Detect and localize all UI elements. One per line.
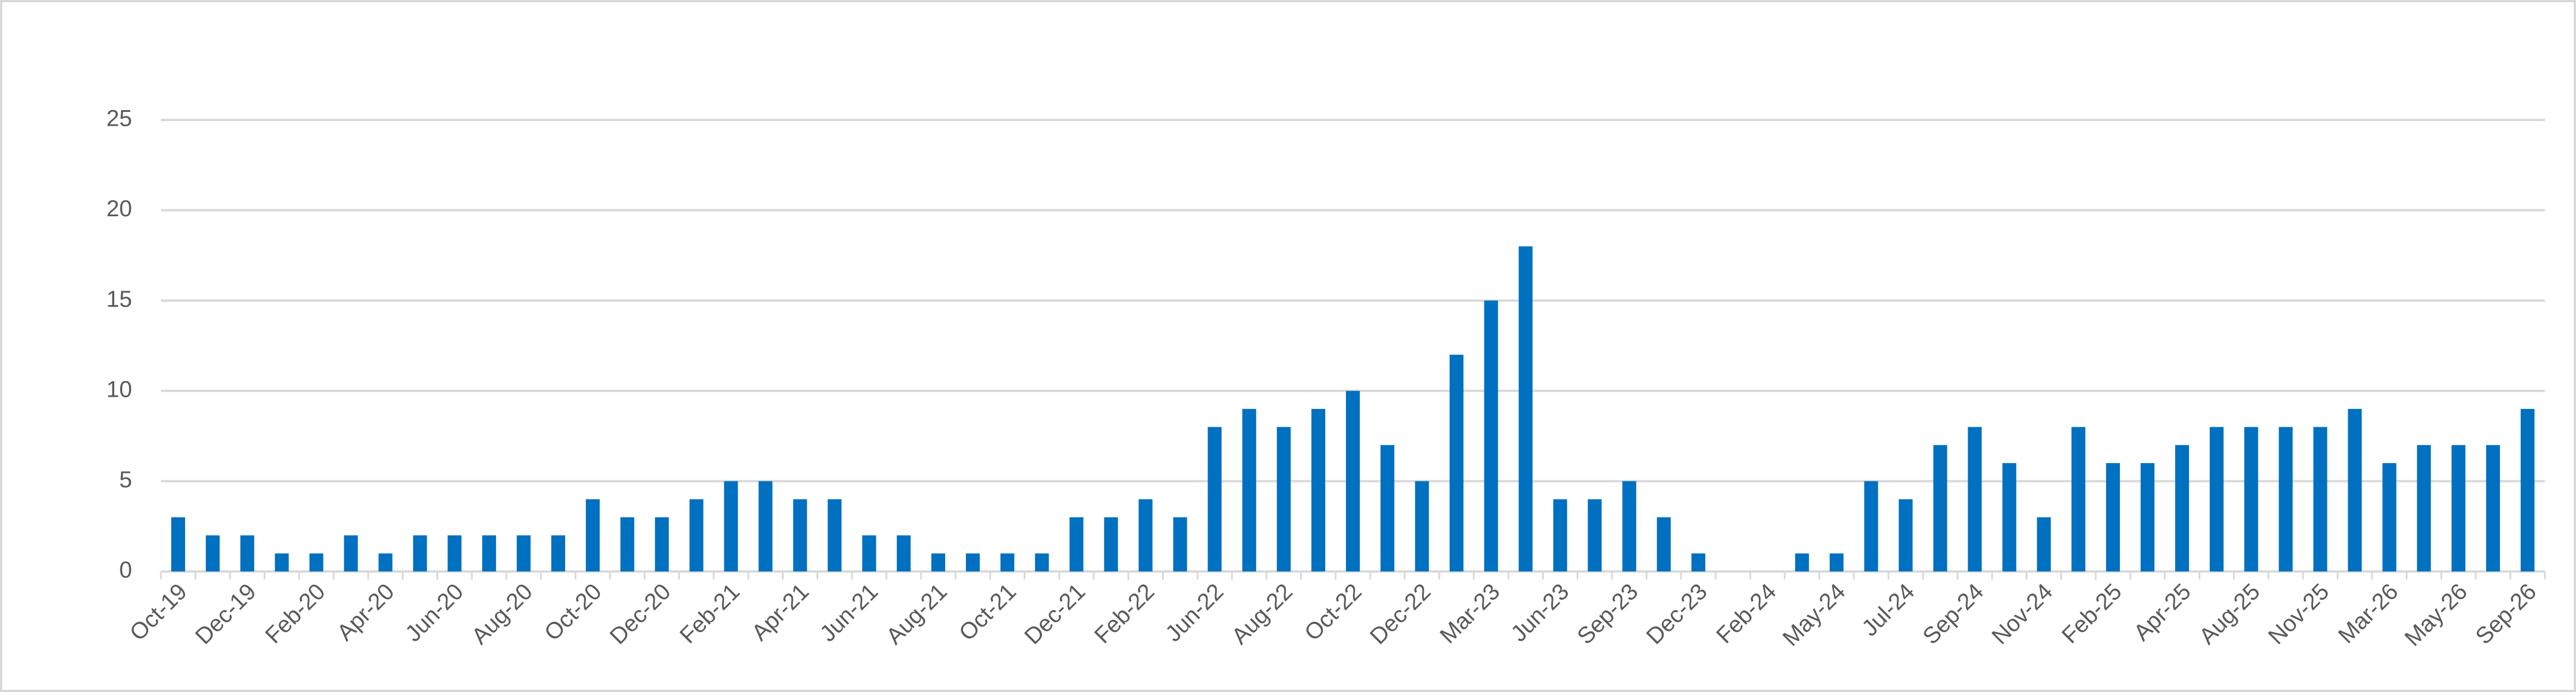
bar [344, 535, 358, 571]
bar [2141, 463, 2154, 571]
bar [171, 517, 185, 571]
bar [309, 553, 324, 571]
bar [1518, 246, 1533, 571]
y-tick-label: 20 [107, 196, 133, 221]
bar [1657, 517, 1671, 571]
bar [2417, 445, 2431, 571]
bar [2106, 463, 2120, 571]
bar [1069, 517, 1084, 571]
bar [1104, 517, 1118, 571]
bar [1691, 553, 1706, 571]
bar [1484, 300, 1498, 571]
bar [1933, 445, 1947, 571]
bar [2521, 409, 2535, 571]
bar [240, 535, 254, 571]
bar [655, 517, 669, 571]
bar [482, 535, 497, 571]
bar [2348, 409, 2362, 571]
bar [1795, 553, 1809, 571]
bar [1449, 355, 1464, 571]
y-tick-label: 15 [107, 287, 133, 312]
bar [551, 535, 565, 571]
bar [585, 499, 600, 571]
bar [378, 553, 393, 571]
bar [2244, 427, 2258, 571]
bar [2278, 427, 2293, 571]
bar [205, 535, 220, 571]
bar [1588, 499, 1602, 571]
bar [1968, 427, 1982, 571]
y-tick-label: 10 [107, 377, 133, 402]
bar [2002, 463, 2017, 571]
bar [1000, 553, 1014, 571]
bar [2071, 427, 2086, 571]
bar [1829, 553, 1844, 571]
bar [2313, 427, 2327, 571]
bar [1277, 427, 1291, 571]
bar [2175, 445, 2189, 571]
bar [1242, 409, 1257, 571]
bar [1311, 409, 1326, 571]
bar [2037, 517, 2051, 571]
bar [793, 499, 807, 571]
bar [2209, 427, 2224, 571]
y-tick-label: 25 [107, 106, 133, 131]
bar [828, 499, 842, 571]
bar [965, 553, 980, 571]
bar [1380, 445, 1394, 571]
bar [1173, 517, 1187, 571]
bar [2382, 463, 2397, 571]
bar [1622, 481, 1637, 571]
bar [1864, 481, 1878, 571]
bar [897, 535, 911, 571]
bar [2451, 445, 2466, 571]
bar [1553, 499, 1567, 571]
bar [931, 553, 946, 571]
bar [447, 535, 462, 571]
bar [1138, 499, 1153, 571]
bar [1346, 390, 1360, 571]
bar [1035, 553, 1049, 571]
bar [724, 481, 738, 571]
bar [862, 535, 877, 571]
bar [1208, 427, 1222, 571]
bar [517, 535, 531, 571]
y-tick-label: 0 [119, 558, 132, 583]
bar [413, 535, 427, 571]
bar [620, 517, 634, 571]
bar [758, 481, 773, 571]
bar [689, 499, 704, 571]
y-tick-label: 5 [119, 467, 132, 492]
bar [1415, 481, 1429, 571]
bar [2486, 445, 2500, 571]
bar [274, 553, 289, 571]
bar [1898, 499, 1913, 571]
